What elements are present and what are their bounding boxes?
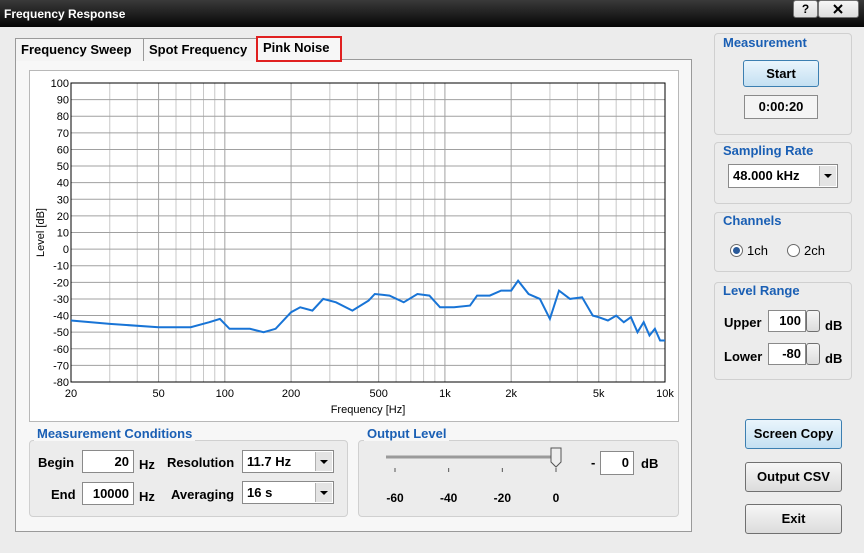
y-tick-label: -80: [53, 377, 69, 389]
y-tick-label: -20: [53, 277, 69, 289]
output-slider[interactable]: -60 -40 -20 0: [370, 444, 580, 509]
y-tick-label: -60: [53, 344, 69, 356]
label: Resolution: [167, 455, 235, 470]
elapsed-time: 0:00:20: [744, 95, 818, 119]
x-tick-label: 10k: [656, 388, 674, 400]
tab[interactable]: Spot Frequency: [143, 38, 257, 61]
x-tick-label: 2k: [505, 388, 517, 400]
y-axis-label: Level [dB]: [35, 208, 47, 257]
upper-spinner[interactable]: [806, 310, 820, 332]
select-value: 11.7 Hz: [247, 454, 292, 469]
y-tick-label: 40: [57, 178, 69, 190]
title-bar: [0, 0, 864, 27]
y-tick-label: 50: [57, 161, 69, 173]
slider-label: -60: [386, 491, 404, 505]
upper-input[interactable]: 100: [768, 310, 806, 332]
y-tick-label: 70: [57, 128, 69, 140]
plot-border: [70, 82, 666, 383]
slider-label: -40: [440, 491, 458, 505]
y-tick-label: 80: [57, 111, 69, 123]
lower-spinner[interactable]: [806, 343, 820, 365]
label: Begin: [38, 455, 75, 470]
y-tick-label: 0: [63, 244, 69, 256]
output-level-input[interactable]: 0: [600, 451, 634, 475]
group-title: Sampling Rate: [723, 143, 814, 158]
channels-group: [714, 212, 852, 272]
close-button[interactable]: [818, 0, 859, 18]
label: End: [51, 487, 76, 502]
slider-label: 0: [553, 491, 560, 505]
x-axis-label: Frequency [Hz]: [331, 404, 406, 416]
x-tick-label: 200: [282, 388, 300, 400]
y-tick-label: 10: [57, 228, 69, 240]
y-tick-label: 20: [57, 211, 69, 223]
sampling-rate-select[interactable]: 48.000 kHz: [728, 164, 838, 188]
label: Lower: [724, 349, 763, 364]
y-tick-label: 30: [57, 194, 69, 206]
y-tick-label: -10: [53, 261, 69, 273]
group-title: Measurement Conditions: [34, 426, 196, 441]
label: Averaging: [171, 487, 235, 502]
group-title: Channels: [723, 213, 782, 228]
slider-thumb[interactable]: [550, 447, 562, 468]
y-tick-label: 90: [57, 95, 69, 107]
y-tick-label: 100: [51, 78, 69, 90]
x-tick-label: 500: [369, 388, 387, 400]
y-tick-label: 60: [57, 144, 69, 156]
group-title: Level Range: [723, 283, 800, 298]
begin-input[interactable]: 20: [82, 450, 134, 473]
radio-dot: [733, 247, 740, 254]
x-tick-label: 50: [152, 388, 164, 400]
output-csv-button[interactable]: Output CSV: [745, 462, 842, 492]
unit: dB: [825, 351, 843, 366]
group-title: Measurement: [723, 35, 807, 50]
x-tick-label: 1k: [439, 388, 451, 400]
data-line: [70, 279, 665, 342]
y-tick-label: -50: [53, 327, 69, 339]
unit: Hz: [139, 457, 155, 472]
window-title: Frequency Response: [4, 7, 126, 21]
sign: -: [591, 455, 596, 470]
x-tick-label: 20: [65, 388, 77, 400]
select-value: 48.000 kHz: [733, 168, 800, 183]
exit-button[interactable]: Exit: [745, 504, 842, 534]
end-input[interactable]: 10000: [82, 482, 134, 505]
unit: dB: [825, 318, 843, 333]
close-icon: [833, 4, 843, 14]
radio-label[interactable]: 2ch: [804, 243, 825, 258]
unit: dB: [641, 456, 659, 471]
lower-input[interactable]: -80: [768, 343, 806, 365]
x-tick-label: 5k: [593, 388, 605, 400]
y-tick-label: -70: [53, 360, 69, 372]
chart: -80 -70 -60 -50 -40 -30 -20 -10 0 10 20 30 40 50 60 70 8…: [35, 78, 674, 416]
radio-label[interactable]: 1ch: [747, 243, 768, 258]
x-tick-label: 100: [216, 388, 234, 400]
tab-selected[interactable]: Pink Noise: [256, 36, 342, 62]
slider-label: -20: [494, 491, 512, 505]
select-value: 16 s: [247, 485, 273, 500]
start-button[interactable]: Start: [743, 60, 819, 87]
averaging-select[interactable]: 16 s: [242, 481, 334, 504]
group-title: Output Level: [364, 426, 450, 441]
y-tick-label: -30: [53, 294, 69, 306]
screen-copy-button[interactable]: Screen Copy: [745, 419, 842, 449]
radio-button[interactable]: [730, 244, 743, 257]
unit: Hz: [139, 489, 155, 504]
help-button[interactable]: ?: [793, 0, 818, 18]
radio-button[interactable]: [787, 244, 800, 257]
y-tick-label: -40: [53, 311, 69, 323]
resolution-select[interactable]: 11.7 Hz: [242, 450, 334, 473]
label: Upper: [724, 315, 762, 330]
